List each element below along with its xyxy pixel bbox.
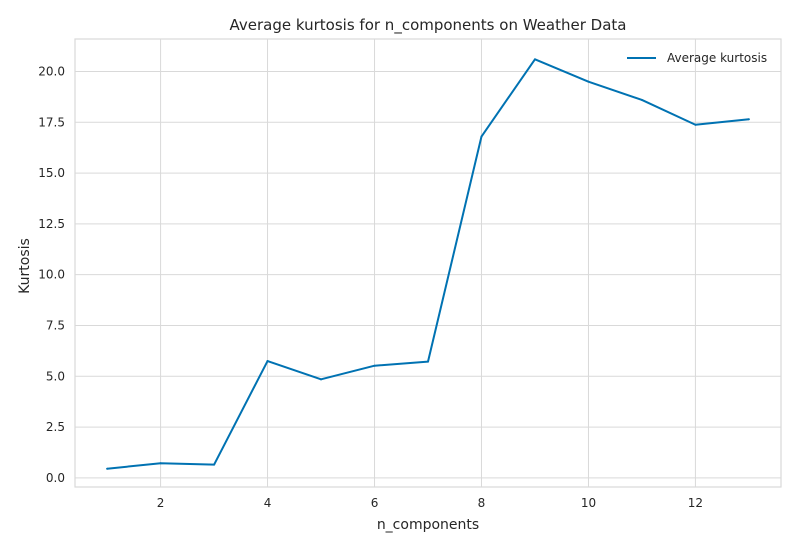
y-tick-label: 15.0 [38,166,65,180]
x-tick-label: 12 [688,496,703,510]
data-point [213,463,216,466]
x-tick-label: 4 [264,496,272,510]
plot-frame [74,38,782,488]
y-tick-label: 2.5 [46,420,65,434]
data-point [373,364,376,367]
series-layer [106,58,750,470]
data-point [533,58,536,61]
series-line-average-kurtosis [106,58,750,470]
y-tick-label: 5.0 [46,369,65,383]
data-point [159,462,162,465]
data-point [640,98,643,101]
data-point [480,135,483,138]
y-axis-label: Kurtosis [17,238,33,294]
tick-labels: 2 4 6 8 10 12 0.0 2.5 5.0 7.5 10.0 12.5 15.0 17.5 20.0 [38,65,703,510]
y-tick-label: 7.5 [46,318,65,332]
x-tick-label: 8 [478,496,486,510]
x-tick-label: 2 [157,496,165,510]
grid-lines [75,39,781,487]
data-point [320,378,323,381]
x-tick-label: 6 [371,496,379,510]
x-axis-label: n_components [377,517,479,533]
data-point [106,467,109,470]
data-point [587,80,590,83]
legend: Average kurtosis [627,51,767,65]
x-tick-label: 10 [581,496,596,510]
legend-label: Average kurtosis [667,51,767,65]
y-tick-label: 10.0 [38,268,65,282]
data-point [747,118,750,121]
y-tick-label: 20.0 [38,65,65,79]
y-tick-label: 12.5 [38,217,65,231]
chart-title: Average kurtosis for n_components on Wea… [230,16,627,35]
data-point [427,360,429,363]
y-tick-label: 0.0 [46,471,65,485]
data-point [694,123,697,126]
data-point [266,360,269,363]
y-tick-label: 17.5 [38,115,65,129]
